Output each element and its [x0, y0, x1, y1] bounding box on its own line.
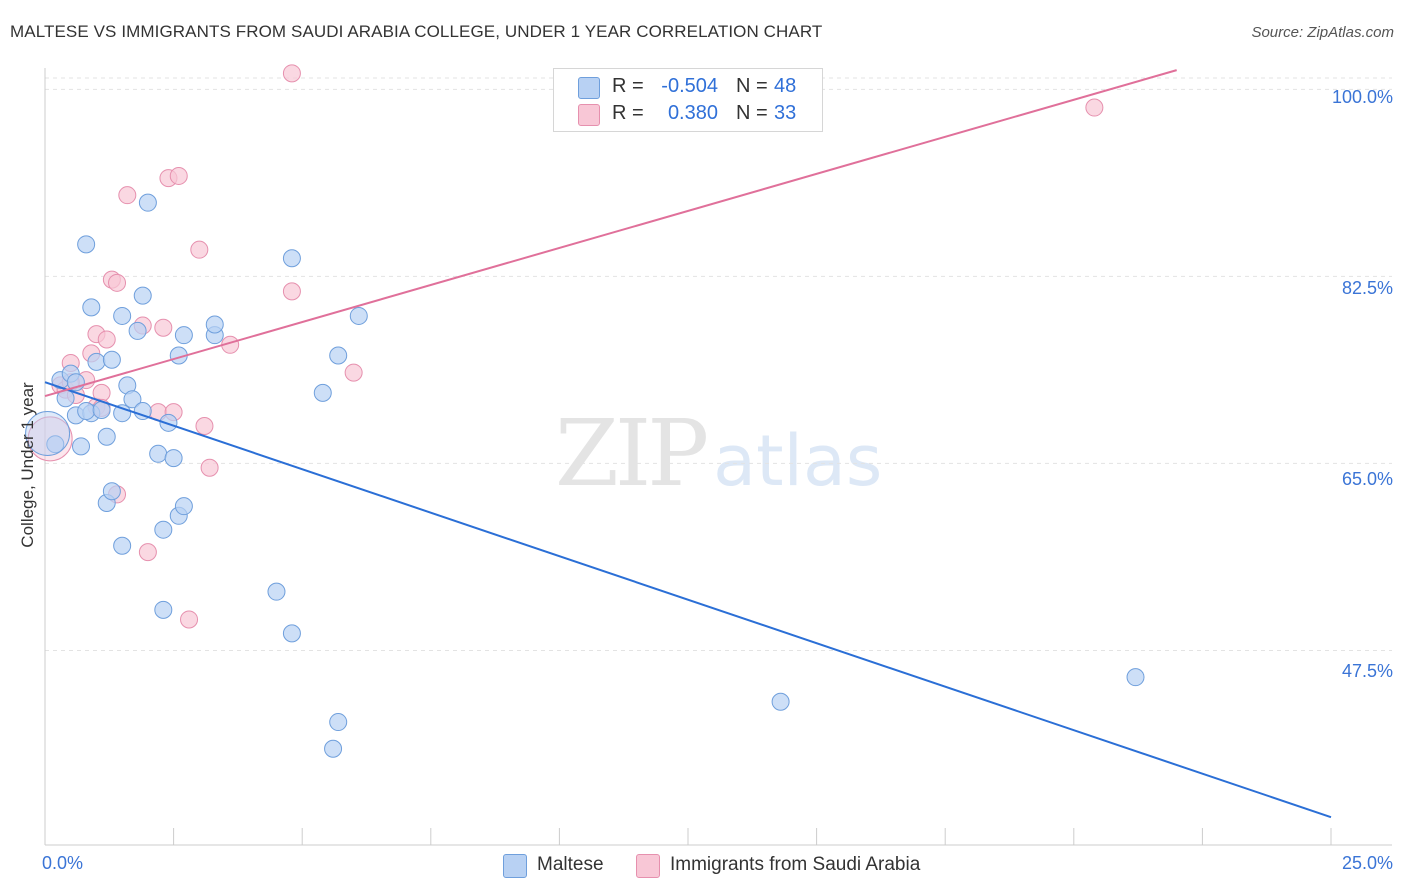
legend-label: Immigrants from Saudi Arabia	[670, 854, 921, 875]
watermark-atlas: atlas	[713, 420, 883, 502]
maltese-point	[25, 411, 71, 457]
stats-legend: R = -0.504 N = 48 R = 0.380 N = 33	[553, 68, 823, 132]
x-min-label: 0.0%	[42, 853, 84, 873]
saudi-point	[118, 186, 137, 205]
saudi-point	[138, 543, 157, 562]
maltese-point	[82, 298, 101, 317]
n-value: 33	[774, 102, 797, 124]
maltese-point	[329, 346, 348, 365]
maltese-point	[349, 306, 368, 325]
legend-row-maltese: R = -0.504 N = 48	[554, 74, 822, 100]
maltese-point	[123, 390, 142, 409]
maltese-point	[159, 413, 178, 432]
r-label: R =	[612, 75, 644, 97]
maltese-point	[282, 624, 301, 643]
source-label: Source: ZipAtlas.com	[1251, 24, 1394, 41]
maltese-point	[72, 437, 91, 456]
maltese-swatch	[503, 854, 527, 878]
r-value: 0.380	[667, 102, 718, 124]
saudi-point	[169, 166, 188, 185]
maltese-point	[128, 321, 147, 340]
saudi-point	[344, 363, 363, 382]
y-tick-label: 47.5%	[1341, 661, 1393, 681]
maltese-point	[77, 235, 96, 254]
maltese-point	[138, 193, 157, 212]
maltese-point	[313, 383, 332, 402]
saudi-point	[97, 330, 116, 349]
chart-title: MALTESE VS IMMIGRANTS FROM SAUDI ARABIA …	[10, 22, 823, 41]
maltese-point	[102, 350, 121, 369]
maltese-point	[329, 713, 348, 732]
y-tick-label: 100.0%	[1331, 87, 1393, 107]
saudi-point	[195, 417, 214, 436]
saudi-point	[282, 64, 301, 83]
n-value: 48	[774, 75, 797, 97]
maltese-point	[267, 582, 286, 601]
maltese-point	[154, 600, 173, 619]
legend-label: Maltese	[537, 854, 604, 875]
maltese-point	[174, 326, 193, 345]
x-max-label: 25.0%	[1341, 853, 1393, 873]
n-label: N =	[736, 102, 768, 124]
watermark-zip: ZIP	[555, 400, 709, 507]
maltese-point	[174, 497, 193, 516]
maltese-point	[282, 249, 301, 268]
saudi-point	[190, 240, 209, 259]
saudi-trend-line	[44, 69, 1177, 398]
n-label: N =	[736, 75, 768, 97]
series-legend: Maltese Immigrants from Saudi Arabia	[0, 850, 1406, 880]
legend-row-saudi: R = 0.380 N = 33	[554, 101, 822, 127]
saudi-point	[108, 273, 127, 292]
r-label: R =	[612, 102, 644, 124]
y-tick-label: 65.0%	[1341, 469, 1393, 489]
watermark: ZIP atlas	[555, 400, 882, 507]
maltese-point	[102, 482, 121, 501]
maltese-point	[113, 536, 132, 555]
maltese-point	[113, 306, 132, 325]
saudi-point	[282, 282, 301, 301]
maltese-point	[1126, 668, 1145, 687]
maltese-point	[97, 427, 116, 446]
saudi-point	[154, 318, 173, 337]
saudi-point	[200, 458, 219, 477]
maltese-point	[77, 402, 96, 421]
r-value: -0.504	[661, 75, 718, 97]
maltese-trend-line	[44, 381, 1332, 819]
maltese-point	[87, 352, 106, 371]
maltese-point	[205, 315, 224, 334]
maltese-point	[154, 520, 173, 539]
maltese-point	[324, 739, 343, 758]
y-axis-title: College, Under 1 year	[18, 382, 37, 548]
maltese-point	[133, 286, 152, 305]
maltese-point	[46, 435, 65, 454]
maltese-point	[149, 444, 168, 463]
saudi-swatch	[636, 854, 660, 878]
saudi-point	[1085, 98, 1104, 117]
saudi-swatch	[578, 104, 600, 126]
maltese-point	[164, 449, 183, 468]
y-tick-label: 82.5%	[1341, 278, 1393, 298]
maltese-point	[133, 402, 152, 421]
maltese-point	[771, 692, 790, 711]
saudi-point	[180, 610, 199, 629]
maltese-swatch	[578, 77, 600, 99]
